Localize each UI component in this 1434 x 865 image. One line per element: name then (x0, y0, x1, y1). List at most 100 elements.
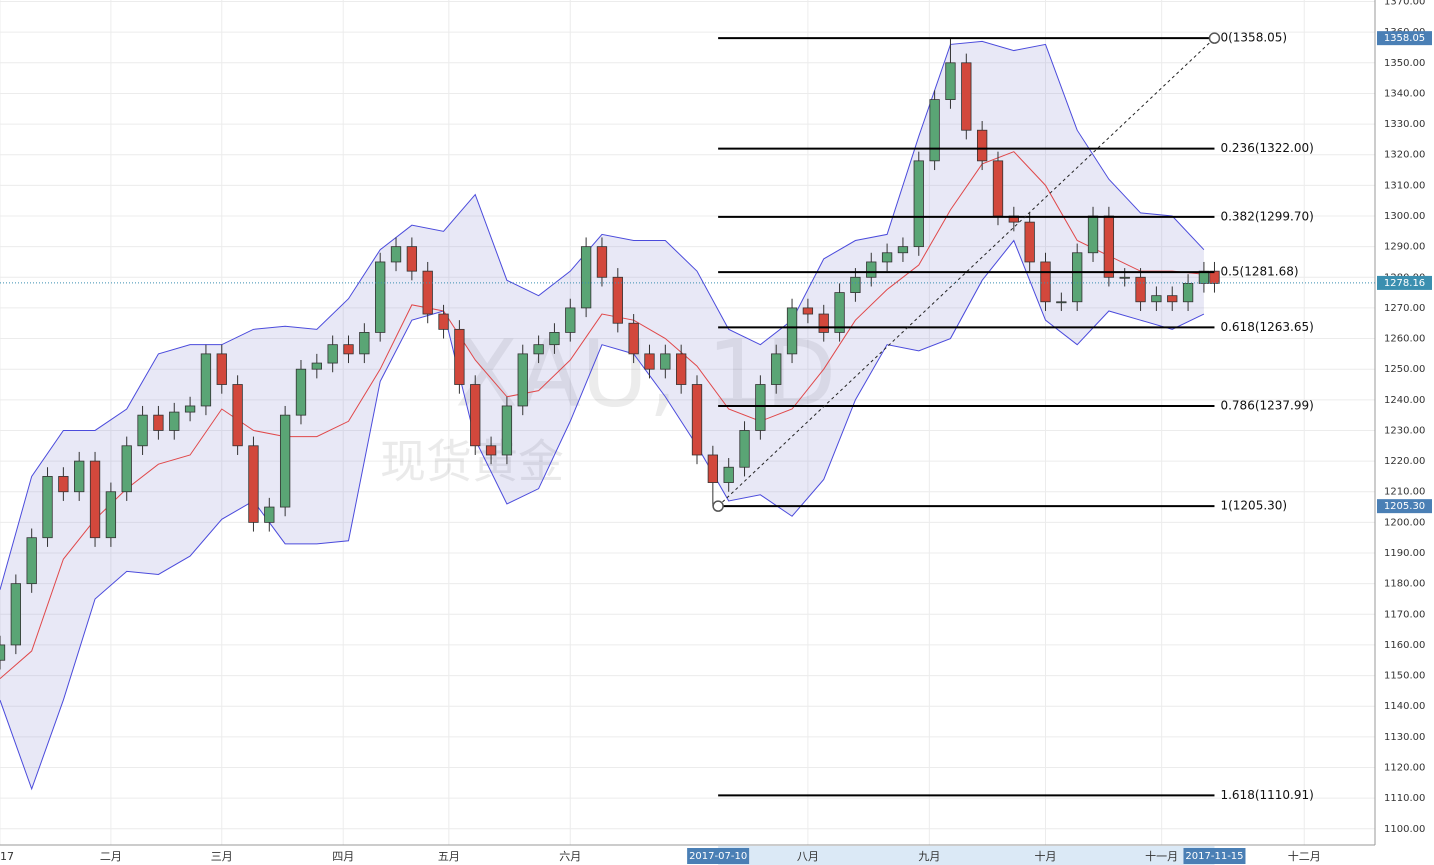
price-tag-label: 1358.05 (1384, 33, 1425, 44)
x-tick-label: 二月 (100, 850, 122, 863)
y-tick-label: 1160.00 (1384, 640, 1425, 651)
candle-body (612, 276, 623, 324)
y-tick-label: 1240.00 (1384, 395, 1425, 406)
y-tick-label: 1210.00 (1384, 487, 1425, 498)
candle-body (169, 411, 180, 431)
candle-body (929, 99, 940, 162)
trend-handle (712, 500, 724, 512)
candle-body (834, 292, 845, 333)
candle-body (676, 353, 687, 385)
date-tag-label: 2017-07-10 (689, 851, 747, 862)
candle-body (137, 414, 148, 447)
y-tick-label: 1290.00 (1384, 242, 1425, 253)
candle-body (818, 313, 829, 333)
x-tick-label: 十月 (1035, 849, 1057, 863)
y-tick-label: 1320.00 (1384, 150, 1425, 161)
price-tag-label: 1205.30 (1384, 501, 1425, 512)
y-tick-label: 1350.00 (1384, 58, 1425, 69)
candle-body (89, 460, 101, 539)
x-tick-label: 17 (0, 850, 14, 863)
fib-label: 0(1358.05) (1220, 31, 1287, 45)
x-tick-label: 九月 (918, 850, 940, 863)
candle-body (723, 466, 734, 483)
candle-body (1135, 276, 1146, 303)
candle-body (470, 384, 481, 447)
candle-body (644, 353, 655, 370)
y-tick-label: 1130.00 (1384, 732, 1425, 743)
y-tick-label: 1330.00 (1384, 119, 1425, 130)
candle-body (311, 362, 322, 370)
candle-body (10, 583, 21, 646)
candle-body (1040, 261, 1051, 303)
date-tag (687, 848, 750, 864)
candle-body (580, 246, 592, 309)
candle-body (945, 62, 956, 100)
candle-body (184, 405, 196, 413)
candle-body (264, 506, 275, 523)
candle-body (897, 246, 909, 254)
y-tick-label: 1260.00 (1384, 334, 1425, 345)
candle-body (216, 353, 227, 385)
x-tick-label: 三月 (211, 850, 233, 863)
y-tick-label: 1190.00 (1384, 548, 1425, 559)
candle-body (1024, 221, 1035, 263)
candle-body (771, 353, 782, 385)
fib-label: 0.236(1322.00) (1220, 141, 1313, 155)
band-upper (0, 40, 1205, 590)
candle-body (359, 332, 370, 355)
candle-body (0, 644, 6, 661)
band-lower (0, 239, 1205, 791)
x-tick-label: 十二月 (1288, 849, 1321, 863)
y-tick-label: 1300.00 (1384, 211, 1425, 222)
y-tick-label: 1140.00 (1384, 701, 1425, 712)
candle-body (881, 252, 893, 263)
x-tick-label: 十一月 (1145, 849, 1178, 863)
y-tick-label: 1230.00 (1384, 425, 1425, 436)
candle-body (1167, 295, 1178, 303)
x-tick-label: 四月 (332, 850, 354, 863)
candle-body (279, 414, 291, 508)
candle-body (660, 353, 671, 370)
candle-body (42, 476, 53, 539)
candle-body (343, 344, 354, 355)
candle-body (295, 368, 307, 416)
y-tick-label: 1270.00 (1384, 303, 1425, 314)
candle-body (628, 322, 639, 355)
candle-body (707, 454, 718, 483)
x-tick-label: 五月 (438, 850, 460, 863)
candle-body (153, 414, 164, 431)
date-tag-label: 2017-11-15 (1185, 851, 1243, 862)
fib-label: 1(1205.30) (1220, 499, 1287, 513)
candle-body (565, 307, 576, 333)
band-middle (0, 151, 1204, 680)
date-tag (1183, 848, 1246, 864)
candle-body (866, 261, 877, 278)
fib-label: 1.618(1110.91) (1220, 788, 1313, 802)
candle-body (802, 307, 814, 315)
candle-body (375, 261, 386, 333)
y-tick-label: 1110.00 (1384, 793, 1425, 804)
candle-body (406, 246, 418, 272)
x-tick-label: 六月 (559, 850, 581, 863)
candle-body (1182, 283, 1194, 303)
candle-body (913, 160, 924, 248)
y-tick-label: 1370.00 (1384, 0, 1425, 8)
candle-body (961, 62, 972, 131)
fib-label: 0.382(1299.70) (1220, 209, 1313, 223)
trend-handle (1208, 32, 1221, 44)
date-range (718, 846, 1215, 865)
candle-body (422, 270, 433, 315)
y-tick-label: 1170.00 (1384, 609, 1425, 620)
candle-body (390, 246, 402, 263)
candle-body (992, 160, 1004, 217)
price-tag (1377, 499, 1432, 514)
band-fill (0, 41, 1204, 789)
candle-body (549, 332, 560, 346)
fib-label: 0.786(1237.99) (1220, 398, 1313, 412)
candle-body (105, 491, 117, 539)
price-tag-label: 1278.16 (1384, 278, 1425, 289)
candle-body (596, 246, 608, 278)
candle-body (755, 384, 766, 431)
candle-body (248, 445, 259, 523)
